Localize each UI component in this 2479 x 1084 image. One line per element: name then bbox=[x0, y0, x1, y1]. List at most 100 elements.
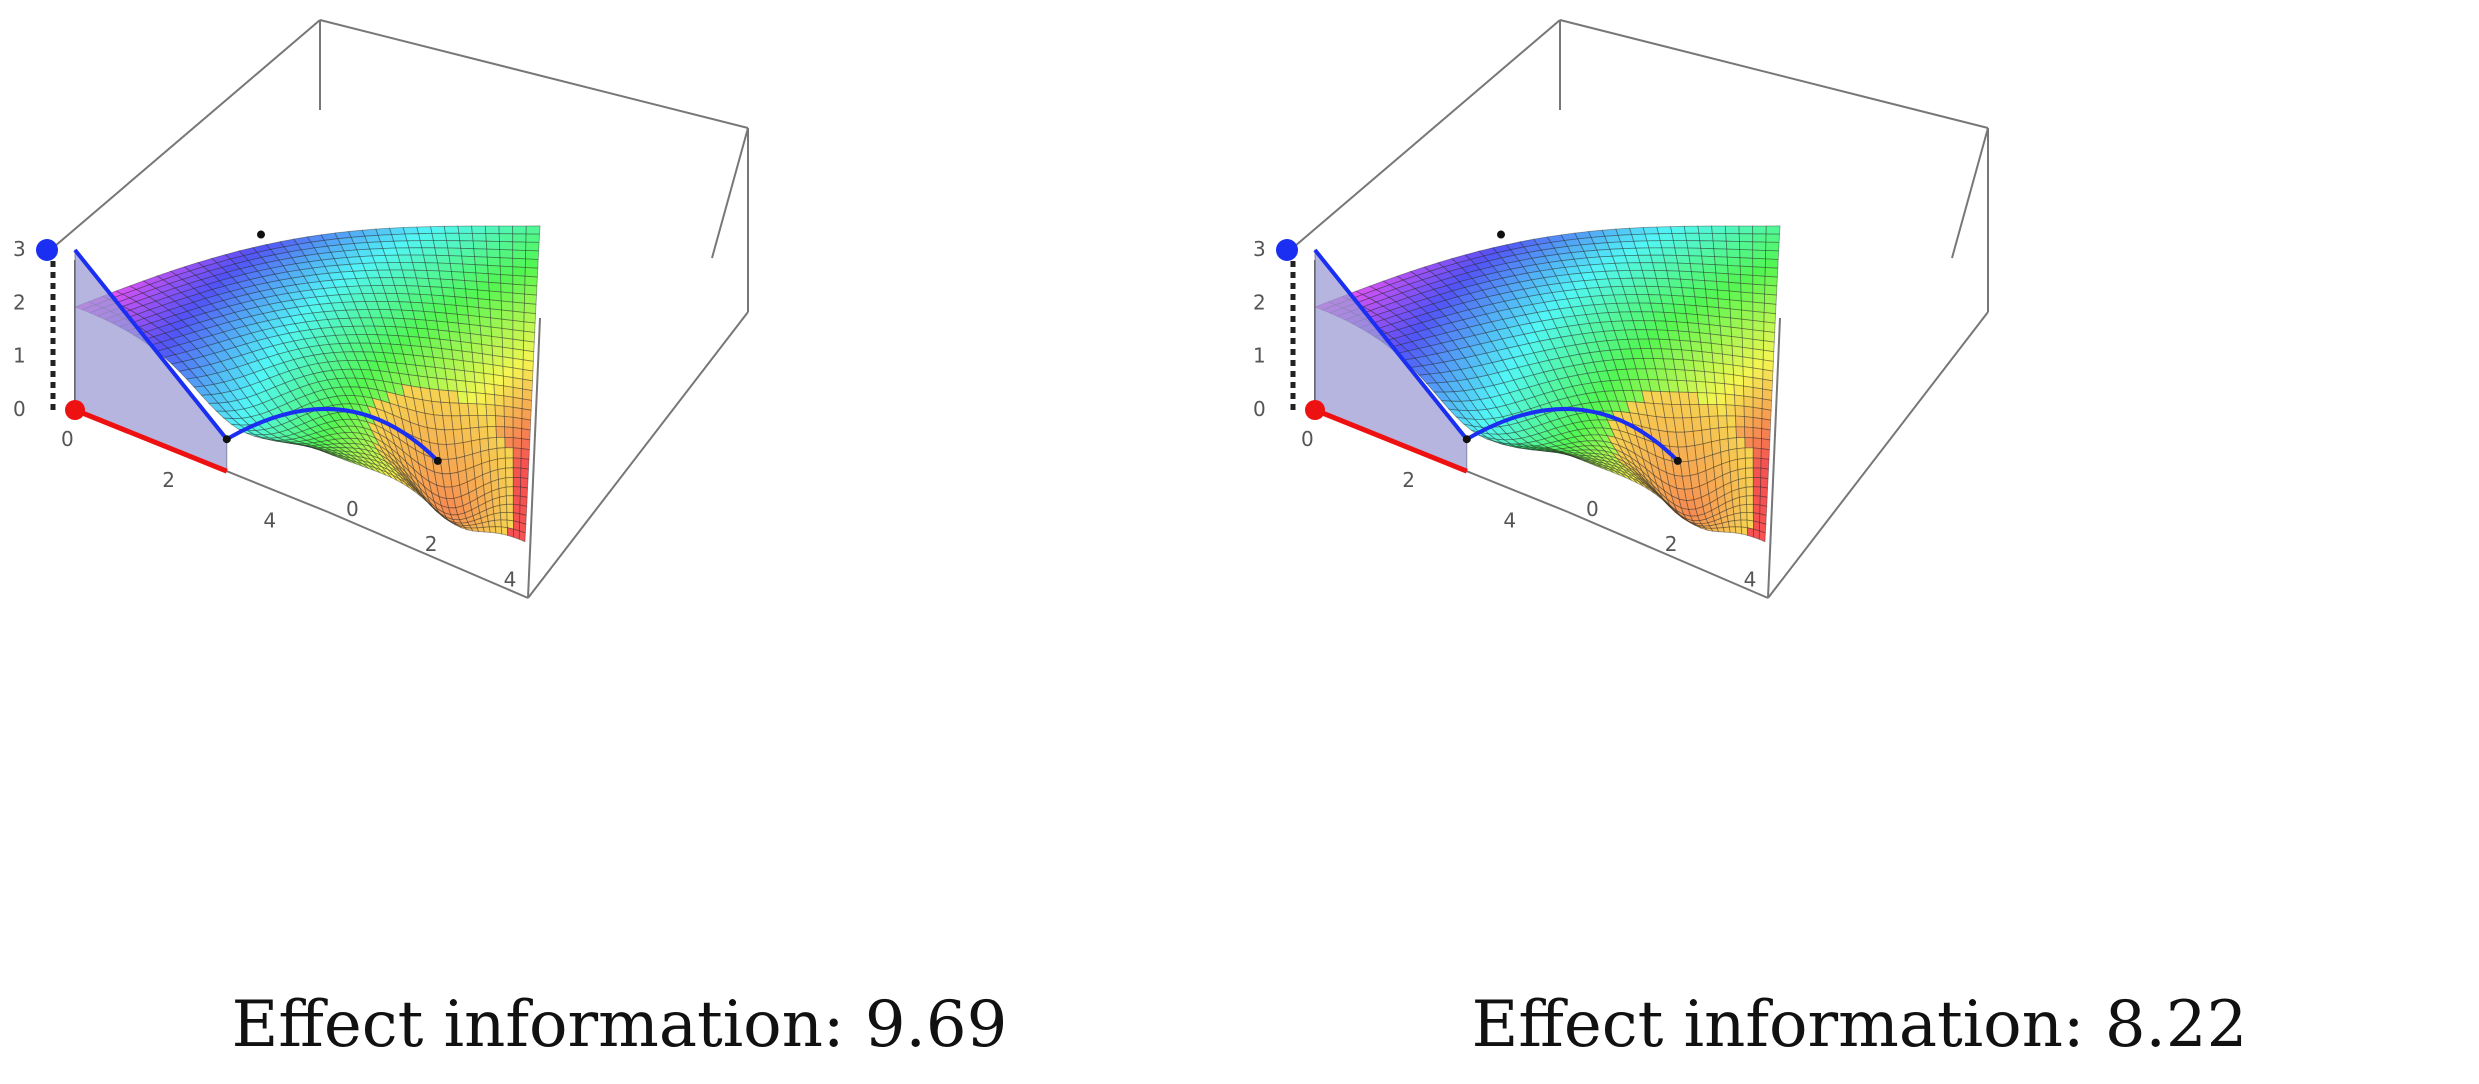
surface-patch bbox=[1665, 320, 1679, 332]
surface-patch bbox=[1708, 324, 1722, 336]
surface-patch bbox=[1752, 396, 1763, 410]
surface-patch bbox=[1701, 428, 1712, 445]
surface-patch bbox=[523, 321, 536, 333]
surface-patch bbox=[1738, 225, 1754, 235]
surface-patch bbox=[1737, 467, 1747, 480]
surface-patch bbox=[389, 227, 406, 236]
surface-patch bbox=[1699, 332, 1712, 344]
surface-patch bbox=[1677, 262, 1692, 273]
surface-patch bbox=[1717, 298, 1731, 310]
surface-patch bbox=[454, 296, 468, 307]
surface-patch bbox=[1752, 437, 1762, 450]
surface-patch bbox=[512, 486, 521, 497]
surface-patch bbox=[1684, 304, 1698, 316]
surface-patch bbox=[499, 265, 514, 276]
box-edge bbox=[527, 311, 749, 599]
surface-patch bbox=[1744, 457, 1754, 469]
surface-patch bbox=[485, 233, 500, 242]
surface-patch bbox=[498, 233, 514, 243]
surface-patch bbox=[1695, 305, 1709, 317]
surface-patch bbox=[380, 240, 397, 249]
z-tick-label: 0 bbox=[13, 397, 26, 421]
surface-patch bbox=[473, 248, 488, 258]
surface-patch bbox=[522, 359, 534, 372]
surface-patch bbox=[1729, 299, 1742, 311]
surface-patch bbox=[505, 467, 514, 479]
surface-patch bbox=[520, 438, 531, 451]
surface-patch bbox=[1752, 406, 1763, 420]
surface-patch bbox=[1764, 267, 1779, 278]
surface-patch bbox=[1740, 519, 1748, 529]
surface-patch bbox=[1687, 247, 1703, 257]
surface-patch bbox=[1644, 233, 1661, 242]
surface-patch bbox=[512, 476, 522, 488]
surface-patch bbox=[474, 256, 489, 266]
surface-patch bbox=[1738, 486, 1747, 498]
surface-patch bbox=[1752, 241, 1767, 251]
surface-patch bbox=[453, 287, 467, 299]
surface-patch bbox=[1752, 266, 1766, 277]
surface-patch bbox=[415, 277, 431, 288]
surface-patch bbox=[421, 302, 436, 313]
y-tick-label: 2 bbox=[1665, 532, 1678, 556]
surface-patch bbox=[1690, 271, 1706, 282]
surface-patch bbox=[467, 314, 481, 327]
surface-patch bbox=[458, 232, 474, 242]
surface-patch bbox=[1694, 370, 1706, 383]
surface-patch bbox=[503, 385, 514, 398]
surface-patch bbox=[1752, 292, 1766, 304]
surface-patch bbox=[1726, 256, 1741, 267]
surface-patch bbox=[504, 426, 514, 439]
surface-patch bbox=[1706, 297, 1720, 309]
surface-patch bbox=[1652, 262, 1668, 272]
surface-patch bbox=[524, 275, 538, 287]
surface-patch bbox=[450, 271, 466, 281]
surface-patch bbox=[477, 298, 491, 310]
base-point bbox=[65, 400, 85, 420]
surface-patch bbox=[498, 486, 507, 498]
y-tick-label: 4 bbox=[504, 567, 517, 591]
surface-patch bbox=[1760, 448, 1770, 460]
surface-patch bbox=[1701, 351, 1714, 364]
surface-patch bbox=[449, 263, 465, 273]
surface-patch bbox=[1705, 381, 1717, 394]
surface-patch bbox=[1752, 495, 1761, 506]
surface-patch bbox=[1714, 264, 1729, 275]
surface-patch bbox=[512, 406, 523, 420]
surface-patch bbox=[1740, 282, 1754, 294]
surface-patch bbox=[1745, 476, 1754, 488]
surface-patch bbox=[1732, 364, 1744, 377]
surface-patch bbox=[486, 248, 501, 259]
surface-patch bbox=[1734, 404, 1745, 417]
start-point bbox=[36, 239, 58, 261]
surface-patch bbox=[496, 436, 506, 449]
surface-patch bbox=[1683, 225, 1700, 234]
surface-patch bbox=[493, 512, 502, 521]
surface-patch bbox=[1743, 395, 1754, 408]
surface-patch bbox=[524, 258, 539, 269]
surface-patch bbox=[448, 330, 462, 343]
surface-patch bbox=[1714, 382, 1726, 395]
surface-patch bbox=[466, 391, 478, 405]
surface-patch bbox=[472, 240, 488, 250]
surface-patch bbox=[512, 437, 522, 449]
surface-patch bbox=[1764, 284, 1778, 296]
surface-patch bbox=[456, 390, 469, 404]
box-edge bbox=[1767, 311, 1989, 599]
surface-patch bbox=[458, 402, 470, 417]
surface-patch bbox=[1746, 511, 1754, 522]
surface-patch bbox=[391, 233, 408, 242]
surface-patch bbox=[465, 380, 477, 394]
surface-patch bbox=[1657, 286, 1673, 296]
surface-patch bbox=[497, 467, 507, 480]
surface-patch bbox=[512, 292, 526, 304]
surface-patch bbox=[1688, 331, 1702, 343]
surface-patch bbox=[466, 297, 480, 309]
surface-patch bbox=[1696, 392, 1709, 405]
waypoint-marker bbox=[222, 435, 231, 444]
surface-patch bbox=[454, 369, 466, 382]
surface-patch bbox=[1663, 254, 1679, 264]
surface-patch bbox=[499, 257, 514, 268]
surface-patch bbox=[1688, 255, 1704, 265]
surface-patch bbox=[493, 374, 504, 387]
